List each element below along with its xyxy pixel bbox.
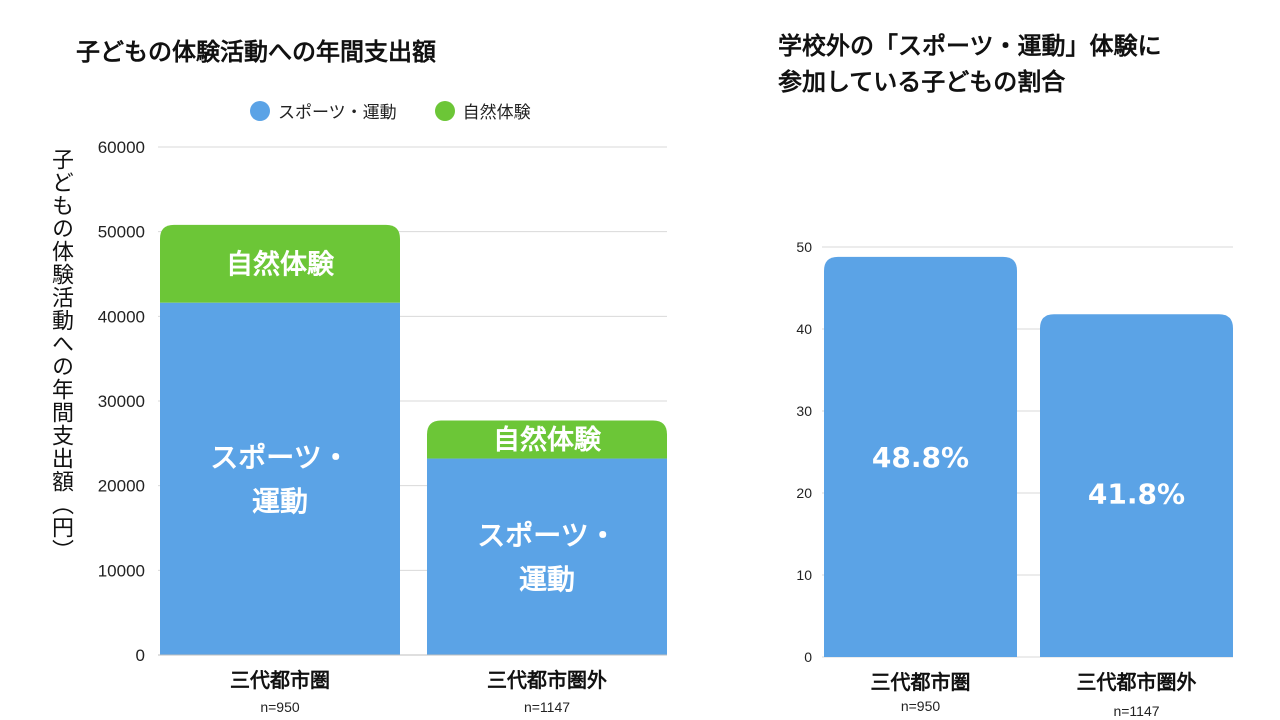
left-chart-y-axis-label: 子どもの体験活動への年間支出額（円） (48, 148, 73, 562)
bar-segment-label-sports: スポーツ・ (477, 519, 616, 552)
legend-swatch-nature (434, 100, 455, 121)
x-category-label: 三代都市圏外 (487, 668, 607, 692)
bar (824, 256, 1017, 657)
right-chart-title: 学校外の「スポーツ・運動」体験に 参加している子どもの割合 (778, 28, 1258, 100)
x-category-label: 三代都市圏 (871, 670, 971, 694)
right-y-tick-label: 10 (796, 567, 812, 583)
bar-value-label: 48.8% (872, 441, 969, 474)
left-y-tick-label: 20000 (98, 477, 145, 496)
bar-segment-label-sports: スポーツ・ (210, 441, 349, 474)
bar (1040, 314, 1233, 657)
right-y-tick-label: 50 (796, 239, 812, 255)
sample-size-label: n=950 (260, 699, 300, 715)
right-y-tick-label: 0 (804, 649, 812, 665)
legend-item-nature: 自然体験 (434, 98, 531, 123)
right-y-tick-label: 40 (796, 321, 812, 337)
right-chart-title-line-1: 学校外の「スポーツ・運動」体験に (778, 32, 1162, 60)
sample-size-label: n=1147 (1113, 703, 1159, 719)
sample-size-label: n=1147 (524, 699, 570, 715)
bar-segment-label-sports: 運動 (252, 485, 308, 518)
left-chart-title: 子どもの体験活動への年間支出額 (76, 38, 436, 66)
right-y-tick-label: 20 (796, 485, 812, 501)
bar-segment-label-sports: 運動 (519, 563, 575, 596)
legend-label-sports: スポーツ・運動 (278, 103, 397, 123)
left-y-tick-label: 10000 (98, 561, 145, 580)
bar-segment-nature (160, 224, 400, 303)
sample-size-label: n=950 (901, 698, 941, 714)
bar-segment-label-nature: 自然体験 (493, 424, 602, 456)
right-chart-title-line-2: 参加している子どもの割合 (778, 68, 1066, 96)
bar-segment-nature (427, 420, 667, 459)
left-y-tick-label: 30000 (98, 392, 145, 411)
legend-swatch-sports (250, 100, 270, 121)
legend-label-nature: 自然体験 (462, 103, 531, 123)
bar-segment-label-nature: 自然体験 (226, 249, 335, 281)
bar-segment-sports (160, 302, 400, 655)
left-y-tick-label: 0 (136, 646, 145, 665)
bar-segment-sports (427, 458, 667, 655)
x-category-label: 三代都市圏 (230, 668, 330, 692)
x-category-label: 三代都市圏外 (1077, 670, 1197, 694)
legend-item-sports: スポーツ・運動 (250, 98, 397, 123)
right-y-tick-label: 30 (796, 403, 812, 419)
legend: スポーツ・運動 自然体験 (250, 98, 569, 123)
bar-value-label: 41.8% (1088, 478, 1185, 511)
left-y-tick-label: 50000 (98, 223, 145, 242)
left-y-tick-label: 40000 (98, 307, 145, 326)
left-y-tick-label: 60000 (98, 138, 145, 157)
